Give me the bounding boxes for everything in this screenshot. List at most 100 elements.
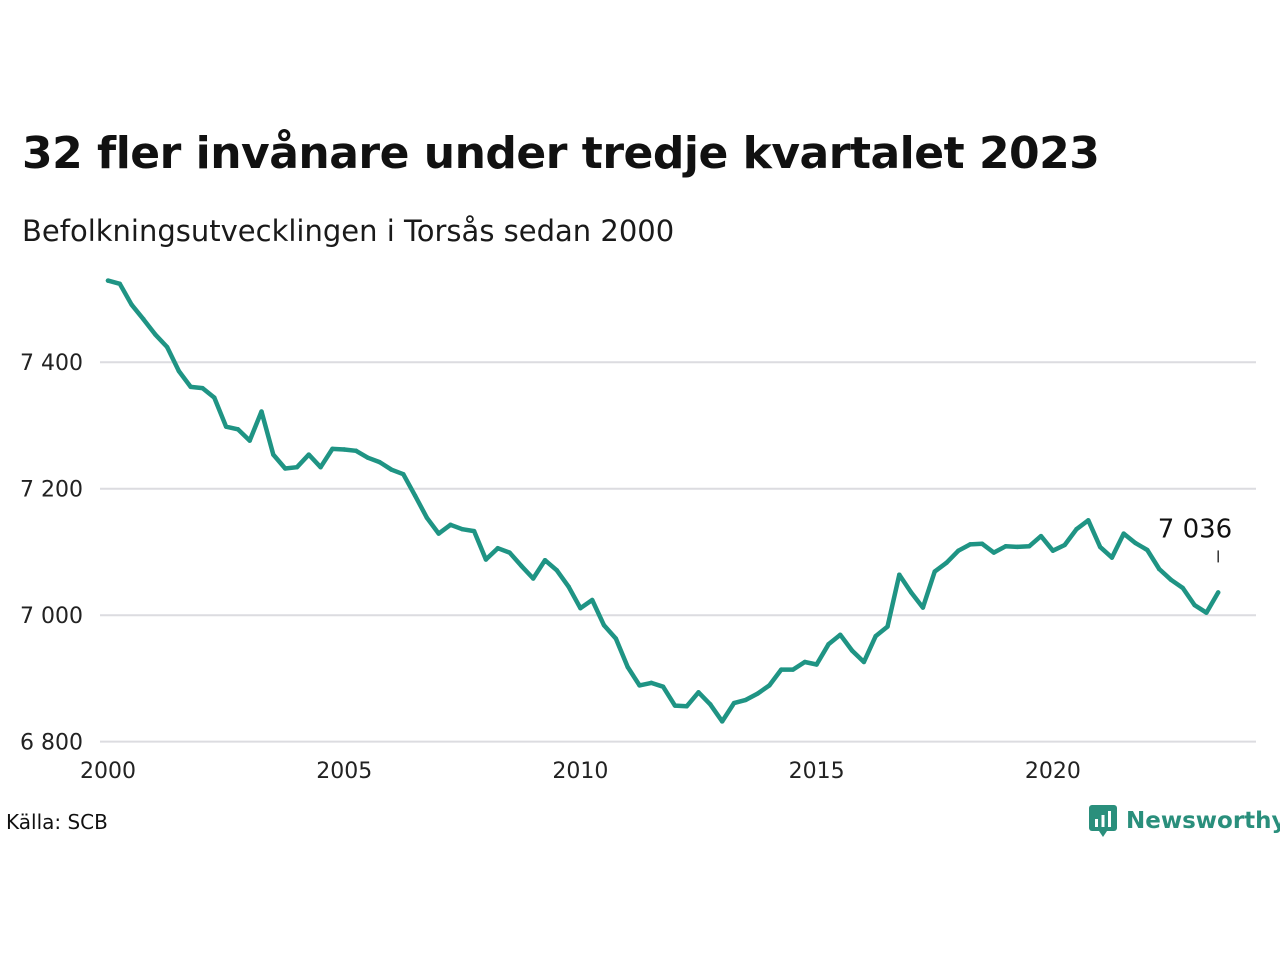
data-point: [873, 633, 878, 639]
brand-logo[interactable]: Newsworthy: [1088, 804, 1280, 838]
source-label: Källa: SCB: [6, 810, 108, 834]
data-point: [200, 385, 205, 391]
data-point: [1145, 547, 1150, 553]
data-point: [578, 606, 583, 611]
data-point: [790, 667, 796, 672]
data-point: [731, 700, 737, 706]
data-point: [129, 302, 134, 307]
data-point: [743, 697, 748, 703]
data-point: [247, 438, 252, 443]
data-point: [979, 541, 985, 546]
data-point: [471, 528, 477, 534]
data-point: [282, 466, 288, 471]
data-point: [235, 427, 241, 432]
last-value-label: 7 036: [1158, 514, 1232, 544]
y-tick-label: 7 200: [20, 478, 83, 503]
data-point: [507, 550, 512, 555]
data-point: [436, 531, 441, 536]
x-tick-label: 2010: [552, 759, 608, 784]
annotation-layer: 7 036: [1158, 514, 1232, 563]
data-point: [495, 545, 500, 551]
x-tick-label: 2005: [316, 759, 372, 784]
data-point: [802, 659, 808, 665]
data-point: [767, 683, 772, 688]
data-point: [861, 659, 867, 665]
data-point: [1121, 531, 1126, 536]
y-axis-ticks: 6 800 7 000 7 200 7 400: [20, 351, 83, 755]
data-point: [306, 452, 311, 457]
y-tick-label: 7 400: [20, 351, 83, 376]
data-point: [330, 446, 335, 452]
brand-name: Newsworthy: [1126, 808, 1280, 834]
data-point: [684, 704, 689, 709]
data-point: [967, 542, 973, 547]
data-point: [1015, 544, 1020, 550]
data-point: [613, 636, 619, 641]
data-point: [412, 493, 418, 498]
data-point: [460, 526, 465, 532]
chart-subtitle: Befolkningsutvecklingen i Torsås sedan 2…: [22, 214, 675, 248]
data-point: [1062, 542, 1067, 548]
data-point: [1003, 544, 1008, 549]
data-point: [838, 632, 843, 637]
data-point: [542, 557, 548, 563]
data-point: [814, 662, 819, 667]
y-tick-label: 7 000: [20, 604, 83, 629]
data-point: [566, 584, 571, 589]
data-point: [672, 703, 678, 708]
data-point: [1097, 544, 1103, 550]
data-point: [554, 568, 560, 573]
data-point: [212, 395, 217, 400]
data-point: [1216, 590, 1221, 595]
x-axis-ticks: 2000 2005 2010 2015 2020: [80, 759, 1081, 784]
data-point: [991, 550, 997, 555]
gridlines: [100, 361, 1256, 743]
x-tick-label: 2000: [80, 759, 136, 784]
data-point: [1204, 610, 1209, 615]
data-point: [1050, 548, 1056, 553]
newsworthy-logo-icon: [1089, 805, 1117, 837]
data-point: [389, 467, 394, 472]
data-point: [141, 317, 146, 322]
data-point: [826, 642, 831, 647]
data-point: [1133, 540, 1138, 546]
data-point: [1086, 518, 1091, 523]
data-point: [448, 522, 453, 527]
data-point: [353, 448, 359, 453]
data-point: [1109, 555, 1115, 560]
data-point: [1180, 585, 1185, 591]
data-point: [885, 624, 890, 629]
data-point: [849, 648, 855, 653]
series-line: [105, 278, 1221, 724]
data-point: [1027, 544, 1032, 549]
data-point: [625, 664, 630, 670]
data-point: [897, 572, 902, 577]
data-point: [708, 702, 713, 707]
data-point: [117, 281, 123, 286]
data-point: [530, 576, 536, 581]
data-point: [1168, 577, 1174, 582]
series-layer: [105, 278, 1221, 724]
data-point: [483, 557, 489, 562]
data-point: [1192, 602, 1197, 608]
data-point: [719, 719, 725, 724]
data-point: [637, 683, 642, 688]
data-point: [294, 465, 300, 470]
data-point: [176, 368, 182, 374]
data-point: [696, 690, 701, 695]
data-point: [188, 384, 193, 390]
data-point: [590, 597, 595, 603]
data-point: [365, 455, 371, 460]
data-point: [1074, 526, 1079, 532]
data-point: [932, 569, 937, 574]
data-point: [377, 459, 382, 465]
data-point: [105, 278, 111, 283]
data-point: [660, 684, 666, 689]
data-point: [956, 548, 961, 553]
data-point: [908, 590, 914, 595]
data-point: [601, 623, 607, 628]
data-point: [920, 605, 926, 610]
data-point: [779, 667, 784, 672]
data-point: [519, 563, 524, 569]
data-point: [318, 465, 323, 470]
